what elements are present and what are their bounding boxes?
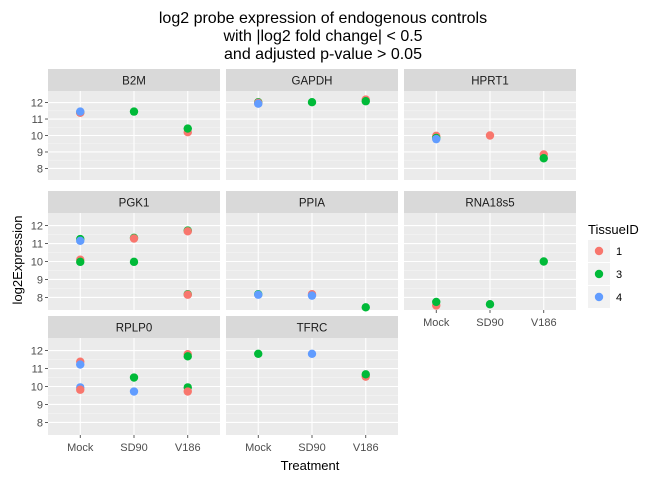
y-tick-label: 10 <box>31 382 43 394</box>
facet-panel-tfrc: TFRC <box>226 316 398 435</box>
data-point-tissue-1 <box>485 131 495 140</box>
data-point-tissue-4 <box>432 134 441 144</box>
legend-swatch <box>594 246 604 256</box>
data-point-tissue-4 <box>307 291 317 300</box>
data-point-tissue-4 <box>76 236 85 246</box>
data-point-tissue-1 <box>76 385 85 394</box>
data-point-tissue-3 <box>183 124 192 133</box>
x-tick-label: SD90 <box>298 442 326 454</box>
facet-strip-label: TFRC <box>297 323 328 335</box>
facet-panel-hprt1: HPRT1 <box>404 69 576 180</box>
facet-strip <box>404 69 576 91</box>
data-point-tissue-1 <box>183 227 192 236</box>
x-tick-label: SD90 <box>476 317 504 329</box>
x-tick-label: V186 <box>353 442 379 454</box>
data-point-tissue-3 <box>254 349 263 359</box>
y-tick-label: 10 <box>31 131 43 143</box>
facet-strip <box>226 316 398 338</box>
data-point-tissue-1 <box>129 234 139 243</box>
y-tick-label: 8 <box>37 417 43 429</box>
data-point-tissue-3 <box>539 154 548 163</box>
title-line-1: log2 probe expression of endogenous cont… <box>159 10 487 27</box>
data-point-tissue-3 <box>361 303 370 312</box>
y-tick-label: 12 <box>31 98 43 110</box>
facet-strip-label: PPIA <box>299 198 326 210</box>
legend-swatch <box>594 269 604 279</box>
facet-panel-rna18s5: RNA18s5 <box>404 191 576 310</box>
x-tick-label: SD90 <box>120 442 148 454</box>
facet-strip <box>404 191 576 213</box>
chart-title: log2 probe expression of endogenous cont… <box>159 10 487 63</box>
x-tick-label: V186 <box>175 442 201 454</box>
x-tick-label: Mock <box>245 442 272 454</box>
y-tick-label: 9 <box>37 274 43 286</box>
x-tick-labels: Mock SD90 V186 Mock SD90 V186 Mock SD90 V186 <box>67 310 557 454</box>
data-point-tissue-3 <box>307 98 317 107</box>
data-point-tissue-1 <box>183 387 192 396</box>
facet-panel-ppia: PPIA <box>226 191 398 312</box>
data-point-tissue-4 <box>76 360 85 369</box>
data-point-tissue-4 <box>254 290 263 299</box>
y-tick-label: 8 <box>37 163 43 175</box>
legend-label: 4 <box>616 292 622 304</box>
data-point-tissue-3 <box>76 257 85 267</box>
legend: TissueID 1 3 4 <box>588 222 639 308</box>
legend-swatch <box>594 292 604 302</box>
title-line-2: with |log2 fold change| < 0.5 <box>222 28 422 45</box>
data-point-tissue-3 <box>129 107 139 116</box>
data-point-tissue-4 <box>129 387 139 396</box>
legend-label: 1 <box>616 246 622 258</box>
data-point-tissue-3 <box>485 300 495 309</box>
data-point-tissue-4 <box>307 349 317 359</box>
data-point-tissue-3 <box>129 257 139 267</box>
facet-panel-gapdh: GAPDH <box>226 69 398 180</box>
y-tick-label: 12 <box>31 221 43 233</box>
facet-strip-label: HPRT1 <box>471 76 509 88</box>
data-point-tissue-3 <box>183 352 192 361</box>
x-tick-label: Mock <box>67 442 94 454</box>
legend-title: TissueID <box>588 222 639 237</box>
facet-strip-label: B2M <box>122 76 146 88</box>
facet-strip <box>226 191 398 213</box>
facet-strip-label: GAPDH <box>292 76 333 88</box>
data-point-tissue-1 <box>183 290 192 299</box>
data-point-tissue-3 <box>361 370 370 379</box>
facet-panels: B2M 8 9 10 11 12 GAPDH HPRT1 PGK1 8 9 10 11 12 PPIA RNA… <box>31 69 576 435</box>
x-axis-title: Treatment <box>281 458 340 473</box>
data-point-tissue-3 <box>539 257 548 266</box>
y-tick-label: 12 <box>31 346 43 358</box>
facet-strip <box>48 316 220 338</box>
facet-panel-b2m: B2M 8 9 10 11 12 <box>31 69 220 180</box>
data-point-tissue-3 <box>361 97 370 106</box>
x-tick-label: Mock <box>423 317 450 329</box>
y-tick-label: 8 <box>37 292 43 304</box>
data-point-tissue-3 <box>432 297 441 307</box>
facet-strip <box>48 191 220 213</box>
y-axis-title: log2Expression <box>10 216 25 305</box>
legend-label: 3 <box>616 269 622 281</box>
facet-strip <box>226 69 398 91</box>
y-tick-label: 11 <box>32 239 43 251</box>
y-tick-label: 11 <box>32 114 43 126</box>
facet-panel-rplp0: RPLP0 8 9 10 11 12 <box>31 316 220 435</box>
data-point-tissue-3 <box>129 373 139 382</box>
facet-strip-label: RNA18s5 <box>465 198 514 210</box>
facet-strip-label: PGK1 <box>119 198 150 210</box>
y-tick-label: 10 <box>31 257 43 269</box>
title-line-3: and adjusted p-value > 0.05 <box>224 46 422 63</box>
x-tick-label: V186 <box>531 317 557 329</box>
y-tick-label: 9 <box>37 147 43 159</box>
y-tick-label: 9 <box>37 399 43 411</box>
facet-panel-pgk1: PGK1 8 9 10 11 12 <box>31 191 220 310</box>
facet-strip <box>48 69 220 91</box>
facet-strip-label: RPLP0 <box>116 323 152 335</box>
data-point-tissue-4 <box>254 99 263 108</box>
y-tick-label: 11 <box>32 364 43 376</box>
data-point-tissue-4 <box>76 107 85 116</box>
